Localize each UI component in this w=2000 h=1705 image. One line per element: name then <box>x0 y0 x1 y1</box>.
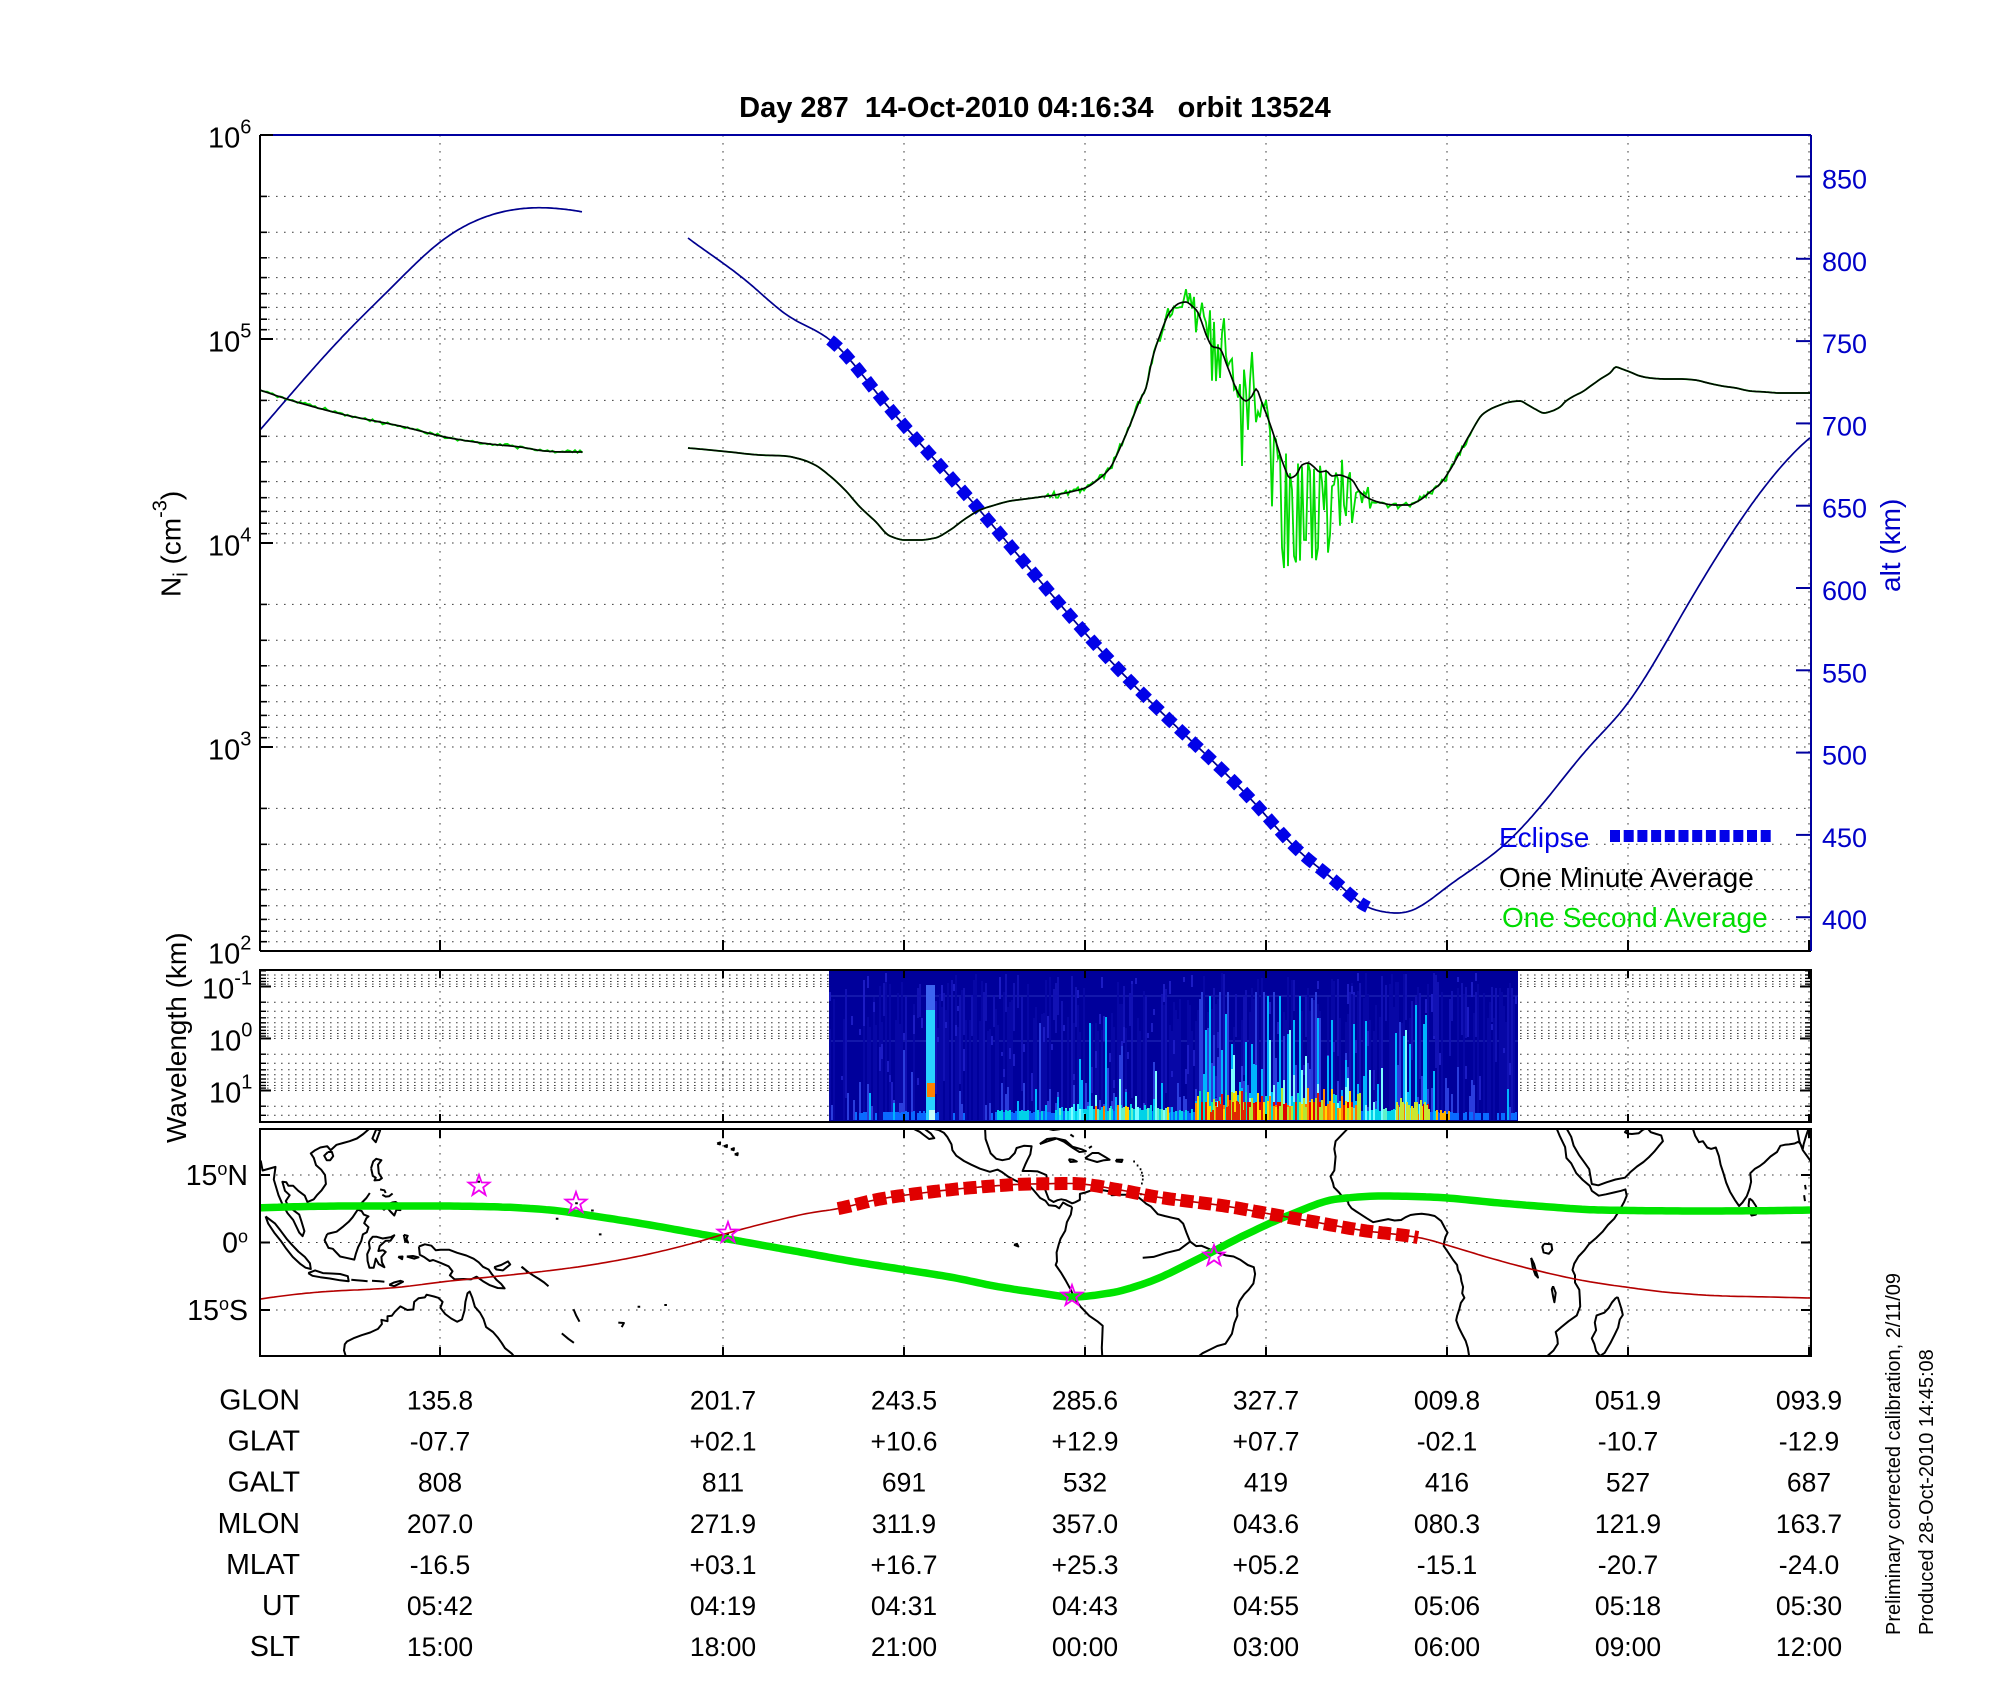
svg-text:-12.9: -12.9 <box>1779 1427 1839 1457</box>
svg-text:Day 287 14-Oct-2010 04:16:34: Day 287 14-Oct-2010 04:16:34 orbit 13524 <box>739 92 1331 124</box>
svg-text:243.5: 243.5 <box>871 1386 937 1416</box>
svg-text:05:30: 05:30 <box>1776 1591 1842 1621</box>
svg-text:09:00: 09:00 <box>1595 1632 1661 1662</box>
svg-text:Preliminary corrected calibrat: Preliminary corrected calibration, 2/11/… <box>1883 1273 1905 1635</box>
svg-text:-15.1: -15.1 <box>1417 1550 1477 1580</box>
svg-text:21:00: 21:00 <box>871 1632 937 1662</box>
svg-text:GLAT: GLAT <box>228 1426 300 1458</box>
svg-text:Eclipse: Eclipse <box>1499 822 1589 853</box>
svg-text:06:00: 06:00 <box>1414 1632 1480 1662</box>
svg-text:687: 687 <box>1787 1468 1831 1498</box>
svg-text:-24.0: -24.0 <box>1779 1550 1839 1580</box>
svg-text:One Second Average: One Second Average <box>1502 902 1768 933</box>
svg-text:+05.2: +05.2 <box>1232 1550 1299 1580</box>
svg-text:009.8: 009.8 <box>1414 1386 1480 1416</box>
svg-text:05:42: 05:42 <box>407 1591 473 1621</box>
svg-text:GALT: GALT <box>228 1467 300 1499</box>
svg-text:416: 416 <box>1425 1468 1469 1498</box>
svg-text:15oN: 15oN <box>186 1159 248 1192</box>
svg-text:691: 691 <box>882 1468 926 1498</box>
svg-text:550: 550 <box>1822 658 1867 688</box>
svg-text:Ni (cm-3): Ni (cm-3) <box>150 491 193 597</box>
svg-text:+16.7: +16.7 <box>870 1550 937 1580</box>
svg-text:163.7: 163.7 <box>1776 1509 1842 1539</box>
svg-text:101: 101 <box>209 1072 252 1110</box>
svg-text:600: 600 <box>1822 576 1867 606</box>
svg-text:Wavelength (km): Wavelength (km) <box>161 932 192 1143</box>
svg-text:04:55: 04:55 <box>1233 1591 1299 1621</box>
svg-text:One Minute Average: One Minute Average <box>1499 862 1754 893</box>
svg-text:357.0: 357.0 <box>1052 1509 1118 1539</box>
svg-text:080.3: 080.3 <box>1414 1509 1480 1539</box>
svg-text:+07.7: +07.7 <box>1232 1427 1299 1457</box>
svg-text:+10.6: +10.6 <box>870 1427 937 1457</box>
svg-text:15:00: 15:00 <box>407 1632 473 1662</box>
svg-text:500: 500 <box>1822 741 1867 771</box>
svg-text:650: 650 <box>1822 494 1867 524</box>
svg-text:-10.7: -10.7 <box>1598 1427 1658 1457</box>
svg-text:-16.5: -16.5 <box>410 1550 470 1580</box>
svg-text:00:00: 00:00 <box>1052 1632 1118 1662</box>
svg-text:18:00: 18:00 <box>690 1632 756 1662</box>
svg-text:532: 532 <box>1063 1468 1107 1498</box>
svg-text:808: 808 <box>418 1468 462 1498</box>
svg-text:327.7: 327.7 <box>1233 1386 1299 1416</box>
svg-text:419: 419 <box>1244 1468 1288 1498</box>
svg-text:093.9: 093.9 <box>1776 1386 1842 1416</box>
svg-text:05:18: 05:18 <box>1595 1591 1661 1621</box>
svg-text:GLON: GLON <box>219 1385 300 1417</box>
svg-text:811: 811 <box>702 1468 744 1498</box>
svg-text:03:00: 03:00 <box>1233 1632 1299 1662</box>
svg-text:+02.1: +02.1 <box>689 1427 756 1457</box>
svg-text:12:00: 12:00 <box>1776 1632 1842 1662</box>
svg-text:700: 700 <box>1822 411 1867 441</box>
svg-text:207.0: 207.0 <box>407 1509 473 1539</box>
svg-text:527: 527 <box>1606 1468 1650 1498</box>
svg-text:+03.1: +03.1 <box>689 1550 756 1580</box>
svg-text:271.9: 271.9 <box>690 1509 756 1539</box>
svg-text:Produced 28-Oct-2010 14:45:08: Produced 28-Oct-2010 14:45:08 <box>1916 1349 1938 1635</box>
svg-text:MLON: MLON <box>218 1508 300 1540</box>
svg-text:-07.7: -07.7 <box>410 1427 470 1457</box>
svg-text:311.9: 311.9 <box>872 1509 936 1539</box>
svg-text:-02.1: -02.1 <box>1417 1427 1477 1457</box>
svg-text:alt (km): alt (km) <box>1875 499 1906 592</box>
svg-text:135.8: 135.8 <box>407 1386 473 1416</box>
svg-text:043.6: 043.6 <box>1233 1509 1299 1539</box>
svg-text:201.7: 201.7 <box>690 1386 756 1416</box>
svg-text:285.6: 285.6 <box>1052 1386 1118 1416</box>
svg-text:800: 800 <box>1822 247 1867 277</box>
svg-text:SLT: SLT <box>250 1631 300 1663</box>
svg-text:+25.3: +25.3 <box>1051 1550 1118 1580</box>
svg-text:+12.9: +12.9 <box>1051 1427 1118 1457</box>
svg-text:400: 400 <box>1822 905 1867 935</box>
svg-text:051.9: 051.9 <box>1595 1386 1661 1416</box>
svg-text:MLAT: MLAT <box>226 1549 300 1581</box>
svg-text:04:43: 04:43 <box>1052 1591 1118 1621</box>
svg-text:750: 750 <box>1822 329 1867 359</box>
svg-text:850: 850 <box>1822 165 1867 195</box>
svg-text:-20.7: -20.7 <box>1598 1550 1658 1580</box>
svg-text:05:06: 05:06 <box>1414 1591 1480 1621</box>
svg-text:UT: UT <box>262 1590 300 1622</box>
svg-text:04:19: 04:19 <box>690 1591 756 1621</box>
svg-text:04:31: 04:31 <box>871 1591 937 1621</box>
svg-text:450: 450 <box>1822 823 1867 853</box>
svg-text:121.9: 121.9 <box>1595 1509 1661 1539</box>
svg-text:15oS: 15oS <box>187 1294 248 1327</box>
